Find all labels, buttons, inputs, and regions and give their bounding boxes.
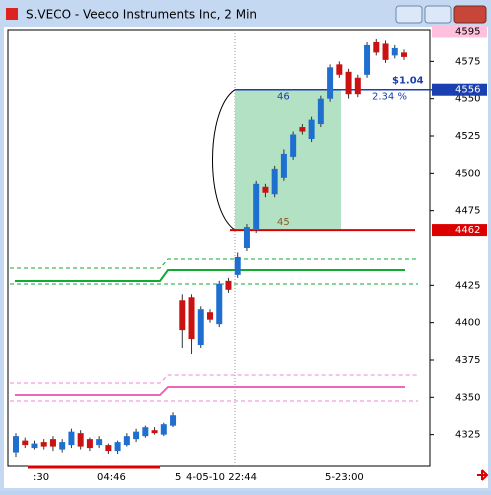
y-tick-label: 4525 [455, 131, 480, 142]
price-label: 4462 [455, 225, 480, 236]
price-label-box [432, 224, 487, 237]
pink-line [15, 386, 405, 396]
candle-body [327, 67, 334, 99]
candle-body [336, 64, 343, 75]
candle-body [207, 312, 213, 320]
annotation: 46 [277, 92, 290, 103]
candle-body [68, 431, 75, 446]
pink-upper [10, 374, 418, 384]
x-tick-label: :30 [33, 472, 49, 483]
window-title: S.VECO - Veeco Instruments Inc, 2 Min [26, 8, 257, 22]
x-tick-label: 4-05-10 22:44 [186, 472, 257, 483]
candle-body [317, 98, 324, 125]
candle-body [105, 445, 112, 452]
y-tick-label: 4500 [455, 168, 480, 179]
candle-body [262, 186, 269, 193]
price-label-box [432, 83, 487, 96]
candle-body [345, 71, 352, 95]
candle-body [160, 424, 167, 435]
candle-body [86, 439, 93, 449]
y-tick-label: 4550 [455, 94, 480, 105]
indicator-lines [10, 258, 418, 402]
candle-body [290, 134, 297, 157]
range-arc [212, 89, 236, 231]
candle-body [253, 183, 260, 231]
band-upper [10, 258, 418, 269]
candle-body [77, 433, 84, 447]
candle-body [299, 127, 306, 132]
annotation: 45 [277, 217, 290, 228]
y-tick-label: 4400 [455, 318, 480, 329]
candle-body [13, 436, 19, 453]
candle-body [234, 256, 241, 275]
x-tick-label: 04:46 [97, 472, 126, 483]
candle-body [373, 41, 380, 53]
app-icon [6, 8, 18, 20]
candle-body [225, 280, 232, 290]
candle-body [216, 283, 223, 325]
annotation: 2.34 % [372, 92, 407, 103]
candle-body [96, 439, 103, 446]
price-label-box [432, 25, 487, 38]
candle-body [354, 77, 361, 95]
trade-box [235, 89, 341, 231]
minimize-button[interactable] [395, 5, 423, 24]
candle-body [179, 300, 186, 331]
y-tick-label: 4350 [455, 392, 480, 403]
candle-body [59, 442, 66, 450]
candle-body [280, 153, 287, 178]
candle-body [151, 430, 158, 434]
maximize-button[interactable] [424, 5, 452, 24]
ma-line [15, 269, 405, 282]
annotation: $1.04 [392, 76, 424, 87]
candle-body [31, 443, 38, 449]
candle-body [382, 43, 389, 60]
y-tick-label: 4475 [455, 206, 480, 217]
candle-body [170, 415, 177, 426]
candle-body [133, 431, 140, 440]
x-tick-label: 5-23:00 [325, 472, 364, 483]
price-label: 4595 [455, 26, 480, 37]
candle-body [364, 44, 371, 75]
candle-body [114, 442, 121, 452]
candle-body [49, 439, 56, 447]
y-tick-label: 4575 [455, 56, 480, 67]
y-tick-label: 4425 [455, 280, 480, 291]
y-tick-label: 4325 [455, 430, 480, 441]
candle-body [188, 297, 195, 340]
candle-body [123, 436, 130, 446]
scroll-arrow[interactable] [477, 469, 489, 481]
candle-body [197, 309, 204, 346]
price-label: 4556 [455, 85, 480, 96]
candle-body [401, 52, 407, 57]
candle-body [22, 440, 29, 446]
x-tick-label: 5 [175, 472, 181, 483]
plot-area [7, 29, 431, 467]
y-tick-label: 4375 [455, 355, 480, 366]
candle-body [243, 227, 250, 248]
candle-body [271, 168, 278, 195]
close-button[interactable] [453, 5, 487, 24]
candle-body [142, 427, 149, 437]
candle-body [40, 442, 47, 447]
candle-body [391, 47, 398, 56]
candle-body [308, 119, 315, 139]
